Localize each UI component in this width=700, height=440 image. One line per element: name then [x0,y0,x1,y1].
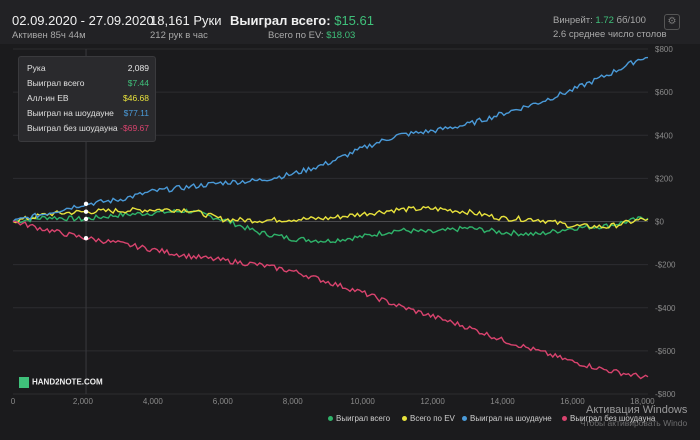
y-tick-label: -$600 [655,347,676,356]
won-total: Выиграл всего: $15.61 [230,13,374,28]
winrate-unit: бб/100 [616,15,646,26]
tooltip-value: -$69.67 [120,123,149,133]
series-line [12,56,649,223]
hover-point [83,201,89,207]
legend-dot-icon [562,416,567,422]
x-tick-label: 14,000 [490,397,515,406]
won-total-value: $15.61 [334,13,374,28]
legend-label: Выиграл на шоудауне [470,414,552,423]
y-tick-label: $0 [655,218,664,227]
watermark-title: Активация Windows [586,404,688,416]
legend-dot-icon [328,416,333,422]
x-tick-label: 12,000 [420,397,445,406]
avg-tables: 2.6 среднее число столов [553,29,667,40]
hover-tooltip: Рука 2,089 Выиграл всего $7.44 Алл-ин EB $46.… [18,56,156,142]
y-tick-label: -$200 [655,261,676,270]
x-tick-label: 6,000 [213,397,234,406]
tooltip-label: Выиграл без шоудауна [27,123,118,133]
x-tick-label: 16,000 [560,397,585,406]
hover-point [83,235,89,241]
tooltip-row: Выиграл без шоудауна -$69.67 [27,123,149,137]
tooltip-row: Алл-ин EB $46.68 [27,93,149,107]
gear-icon[interactable]: ⚙ [664,14,680,30]
tooltip-value: $77.11 [123,108,149,118]
legend-dot-icon [462,416,467,422]
y-tick-label: $400 [655,131,673,140]
logo-text: HAND2NOTE.COM [32,377,103,387]
tooltip-label: Рука [27,63,46,73]
y-tick-label: $600 [655,88,673,97]
legend-label: Выиграл всего [336,414,391,423]
y-tick-label: -$800 [655,390,676,399]
hands-count: 18,161 Руки [150,13,222,28]
ev-label: Всего по EV: [268,30,324,41]
x-tick-label: 18,000 [630,397,655,406]
legend-label: Выиграл без шоудауна [570,414,656,423]
winrate-value: 1.72 [595,15,614,26]
x-tick-label: 0 [11,397,16,406]
date-range: 02.09.2020 - 27.09.2020 [12,13,154,28]
legend-item[interactable]: Выиграл на шоудауне [462,414,552,423]
tooltip-value: 2,089 [127,63,149,73]
tooltip-row: Рука 2,089 [27,63,149,77]
x-tick-label: 8,000 [283,397,304,406]
tooltip-row: Выиграл на шоудауне $77.11 [27,108,149,122]
header-bar [0,0,700,44]
winrate: Винрейт: 1.72 бб/100 [553,15,646,26]
tooltip-label: Выиграл на шоудауне [27,108,114,118]
tooltip-label: Выиграл всего [27,78,85,88]
legend-dot-icon [402,416,407,422]
x-tick-label: 4,000 [143,397,164,406]
y-tick-label: -$400 [655,304,676,313]
watermark-subtitle: Чтобы активировать Windo [580,418,688,428]
legend-item[interactable]: Выиграл без шоудауна [562,414,655,423]
ev-value: $18.03 [326,30,356,41]
y-tick-label: $200 [655,174,673,183]
legend-label: Всего по EV [410,414,455,423]
series-line [12,220,649,380]
y-tick-label: $800 [655,45,673,54]
hover-point [83,209,89,214]
legend-item[interactable]: Всего по EV [402,414,455,423]
x-tick-label: 10,000 [350,397,375,406]
legend-item[interactable]: Выиграл всего [328,414,390,423]
tooltip-value: $7.44 [127,78,149,88]
logo-mark-icon [19,377,29,388]
hands-per-hour: 212 рук в час [150,30,208,41]
won-total-label: Выиграл всего: [230,13,331,28]
hover-point [83,216,89,222]
tooltip-value: $46.68 [123,93,149,103]
tooltip-label: Алл-ин EB [27,93,69,103]
tooltip-row: Выиграл всего $7.44 [27,78,149,92]
logo: HAND2NOTE.COM [19,377,103,388]
series-line [12,208,649,244]
winrate-label: Винрейт: [553,15,593,26]
ev-total: Всего по EV: $18.03 [268,30,355,41]
line-chart: $800 $600 $400 $200 $0 -$200 -$400 -$600 -$800 0 2… [11,45,676,406]
active-time: Активен 85ч 44м [12,30,86,41]
series-line [12,205,649,229]
x-tick-label: 2,000 [73,397,94,406]
